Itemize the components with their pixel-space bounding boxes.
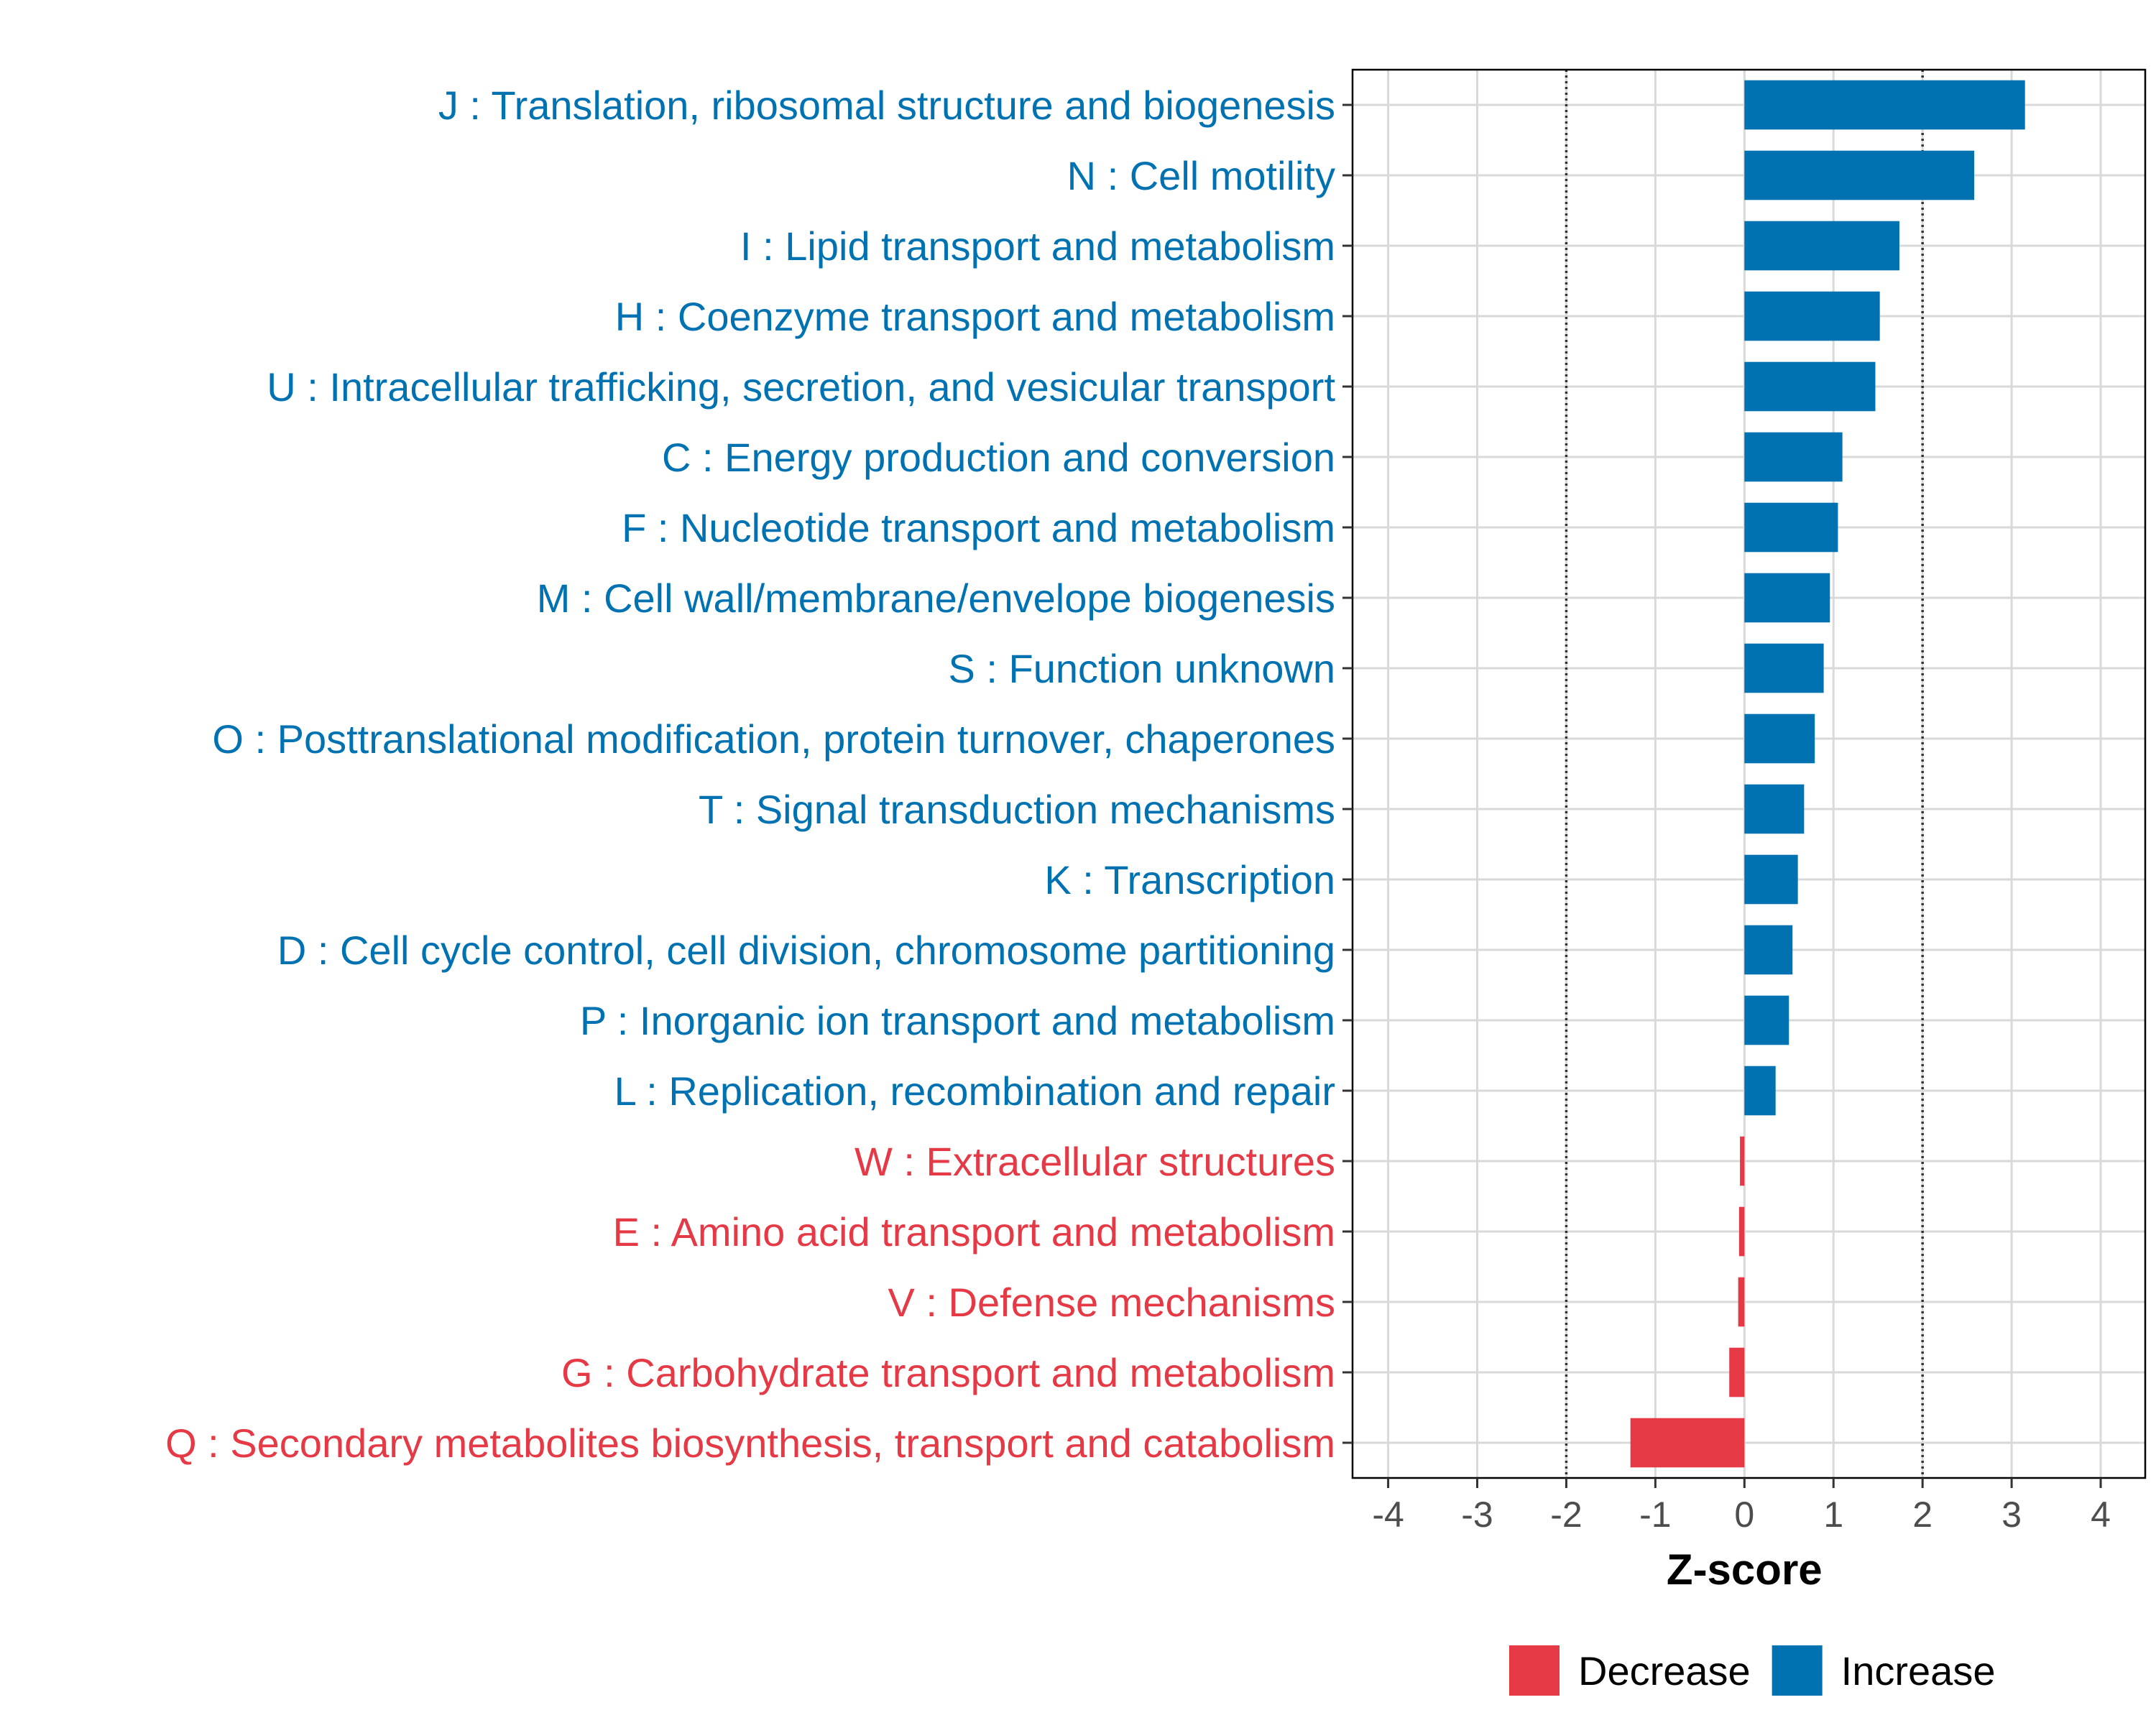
category-label: K : Transcription — [1044, 857, 1335, 902]
bar — [1744, 361, 1876, 412]
category-label: J : Translation, ribosomal structure and… — [438, 83, 1335, 128]
bar — [1738, 1277, 1745, 1327]
bar — [1744, 1066, 1776, 1116]
category-label: U : Intracellular trafficking, secretion… — [267, 364, 1335, 410]
bar — [1744, 291, 1880, 341]
category-label: P : Inorganic ion transport and metaboli… — [580, 998, 1335, 1043]
category-label: I : Lipid transport and metabolism — [740, 223, 1335, 269]
category-label: M : Cell wall/membrane/envelope biogenes… — [537, 576, 1335, 621]
bar — [1744, 80, 2025, 130]
bar — [1744, 925, 1793, 975]
bar — [1630, 1418, 1745, 1468]
category-label: T : Signal transduction mechanisms — [699, 787, 1335, 832]
legend: Decrease Increase — [1509, 1645, 1995, 1696]
bar — [1744, 713, 1815, 764]
x-tick-label: -2 — [1550, 1494, 1582, 1535]
x-tick-label: -4 — [1372, 1494, 1404, 1535]
bar — [1744, 995, 1789, 1045]
category-label: C : Energy production and conversion — [662, 435, 1335, 480]
panel-border — [1351, 68, 2147, 1479]
bar-layer — [1630, 80, 2025, 1468]
legend-swatch — [1509, 1645, 1560, 1696]
bar — [1744, 643, 1824, 693]
axis-layer: J : Translation, ribosomal structure and… — [165, 83, 2111, 1535]
category-label: V : Defense mechanisms — [888, 1280, 1335, 1325]
x-tick-label: 3 — [2001, 1494, 2022, 1535]
bar — [1744, 502, 1838, 553]
legend-swatch — [1772, 1645, 1823, 1696]
bar — [1744, 573, 1830, 623]
bar — [1744, 784, 1805, 834]
category-label: O : Posttranslational modification, prot… — [212, 716, 1335, 762]
category-label: H : Coenzyme transport and metabolism — [615, 294, 1335, 339]
category-label: E : Amino acid transport and metabolism — [613, 1209, 1335, 1255]
bar — [1729, 1347, 1745, 1397]
x-axis-title: Z-score — [1667, 1546, 1823, 1594]
x-tick-label: 0 — [1734, 1494, 1754, 1535]
category-label: N : Cell motility — [1067, 153, 1335, 198]
x-tick-label: 1 — [1823, 1494, 1843, 1535]
bar — [1744, 432, 1843, 482]
bar — [1744, 150, 1975, 200]
category-label: G : Carbohydrate transport and metabolis… — [561, 1350, 1335, 1395]
category-label: L : Replication, recombination and repai… — [614, 1068, 1335, 1114]
x-tick-label: -3 — [1461, 1494, 1493, 1535]
x-tick-label: 4 — [2091, 1494, 2111, 1535]
bar — [1744, 221, 1899, 271]
category-label: W : Extracellular structures — [854, 1139, 1335, 1184]
category-label: F : Nucleotide transport and metabolism — [622, 505, 1335, 550]
x-tick-label: -1 — [1639, 1494, 1671, 1535]
bar — [1738, 1206, 1745, 1257]
legend-label: Increase — [1841, 1648, 1996, 1694]
category-label: D : Cell cycle control, cell division, c… — [277, 928, 1335, 973]
category-label: Q : Secondary metabolites biosynthesis, … — [165, 1420, 1335, 1466]
x-tick-label: 2 — [1912, 1494, 1932, 1535]
bar — [1744, 854, 1798, 905]
bar — [1740, 1136, 1745, 1186]
category-label: S : Function unknown — [948, 646, 1335, 691]
legend-label: Decrease — [1578, 1648, 1751, 1694]
